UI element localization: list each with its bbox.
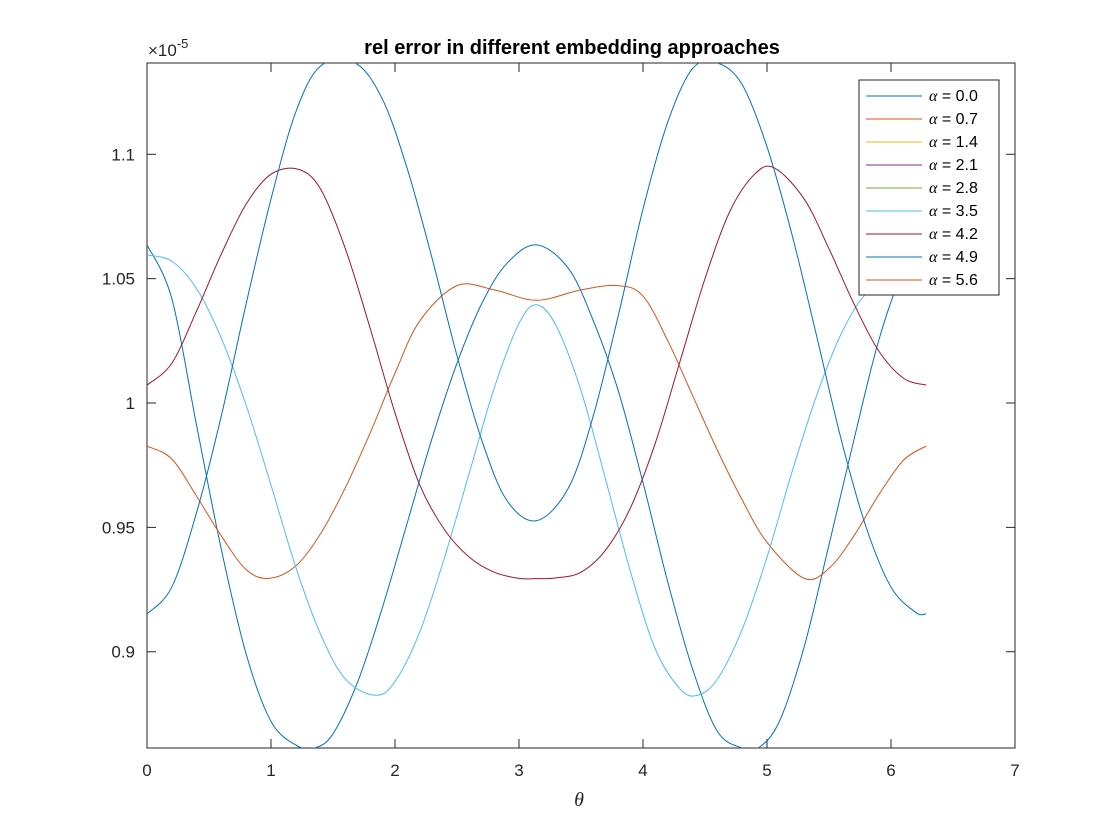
x-tick-labels: 0 1 2 3 4 5 6 7 xyxy=(142,761,1019,780)
series-line xyxy=(147,244,927,748)
y-tick-label: 0.95 xyxy=(102,518,135,537)
legend-entry: α = 4.9 xyxy=(929,249,978,266)
legend-entry: α = 1.4 xyxy=(929,134,978,151)
chart-title: rel error in different embedding approac… xyxy=(364,37,780,59)
y-tick-label: 1.1 xyxy=(111,145,135,164)
legend-entry: α = 0.7 xyxy=(929,111,978,128)
legend-entry: α = 5.6 xyxy=(929,272,978,289)
y-exponent-power: -5 xyxy=(177,36,189,51)
legend: α = 0.0 α = 0.7 α = 1.4 α = 2.1 α = 2.8 α = 3… xyxy=(858,79,1000,296)
legend-box xyxy=(858,79,1000,296)
x-tick-label: 2 xyxy=(390,761,399,780)
y-tick-label: 1.05 xyxy=(102,270,135,289)
y-tick-label: 1 xyxy=(126,394,135,413)
y-axis-exponent: ×10-5 xyxy=(148,36,188,60)
x-axis-label: θ xyxy=(574,789,584,811)
legend-entry: α = 2.1 xyxy=(929,157,978,174)
legend-entry: α = 2.8 xyxy=(929,180,978,197)
series-line xyxy=(147,283,927,581)
legend-entry: α = 0.0 xyxy=(929,88,978,105)
series-line xyxy=(147,254,927,697)
y-tick-labels: 0.9 0.95 1 1.05 1.1 xyxy=(102,145,135,661)
axis-ticks xyxy=(146,63,1016,748)
svg-text:×10-5: ×10-5 xyxy=(148,36,188,60)
y-exponent-base: ×10 xyxy=(148,41,177,60)
x-tick-label: 5 xyxy=(762,761,771,780)
x-tick-label: 6 xyxy=(886,761,895,780)
legend-entry: α = 4.2 xyxy=(929,226,978,243)
x-tick-label: 0 xyxy=(142,761,151,780)
x-tick-label: 7 xyxy=(1010,761,1019,780)
x-tick-label: 4 xyxy=(638,761,647,780)
legend-entry: α = 3.5 xyxy=(929,203,978,220)
y-tick-label: 0.9 xyxy=(111,643,135,662)
series-line xyxy=(147,63,927,616)
series-lines xyxy=(147,63,927,748)
series-line xyxy=(147,165,927,580)
x-tick-label: 3 xyxy=(514,761,523,780)
x-tick-label: 1 xyxy=(266,761,275,780)
